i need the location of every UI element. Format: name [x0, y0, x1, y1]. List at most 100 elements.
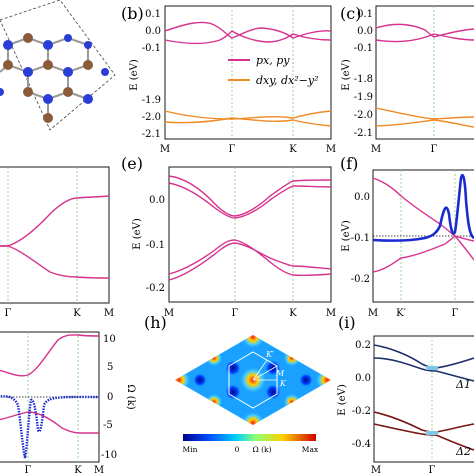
- xtick-e-M2: M: [326, 308, 336, 319]
- ytick-b-5: -2.1: [142, 129, 161, 140]
- bz-label-kprime: K′: [265, 350, 274, 359]
- series-c-d1: [375, 107, 474, 120]
- series-b-d2: [164, 117, 332, 127]
- xtick-b-M2: M: [326, 144, 336, 155]
- ytick-i-1: 0.0: [355, 373, 371, 384]
- xtick-e-G: Γ: [232, 308, 239, 319]
- ytick-c-1: 0.0: [357, 26, 373, 37]
- gap-label-2: Δ2: [455, 445, 471, 458]
- ytick-e-1: -0.1: [146, 240, 165, 251]
- ytick-e-0: 0.0: [149, 195, 165, 206]
- panel-c: (c) 0.1 0.0 -0.1 -1.8 -1.9 -2.0 -2.1 E (…: [340, 4, 474, 155]
- xtick-b-M1: M: [160, 144, 170, 155]
- berry-hotspot-left: [175, 368, 191, 392]
- series-e-1: [168, 175, 332, 217]
- colorbar-title: Ω (k): [253, 445, 272, 454]
- panel-label-e: (e): [121, 154, 143, 173]
- berry-coldspot-6: [299, 373, 313, 387]
- panel-b: (b) 0.1 0.0 -0.1 -1.9 -2.0 -2.1 E (eV) p…: [121, 4, 336, 155]
- panel-d: Γ K M: [0, 166, 114, 319]
- panel-h: (h): [144, 313, 331, 454]
- berry-coldspot-3: [225, 384, 241, 400]
- ytick-g-4: -10: [101, 450, 117, 461]
- xtick-d-G: Γ: [5, 308, 12, 319]
- berry-hotspot-lr: [283, 393, 301, 411]
- series-c-d2: [375, 119, 474, 128]
- gap-marker-2: [426, 431, 438, 435]
- ytick-b-1: 0.0: [145, 26, 161, 37]
- xtick-g-G: Γ: [25, 465, 32, 474]
- ytick-i-0: 0.2: [355, 340, 371, 351]
- legend-label-p: px, py: [256, 54, 290, 67]
- panel-label-f: (f): [340, 154, 358, 173]
- ytick-c-0: 0.1: [357, 9, 373, 20]
- ytick-g-1: 5: [107, 362, 113, 373]
- gap-marker-1: [426, 366, 438, 370]
- plot-frame-d: [0, 166, 110, 304]
- berry-hotspot-top: [241, 335, 265, 349]
- panel-label-h: (h): [144, 313, 167, 332]
- panel-f: (f) 0.0 -0.1 -0.2 E (eV) M K′ Γ: [340, 154, 474, 319]
- ytick-c-4: -1.9: [354, 92, 373, 103]
- series-i-up1: [373, 344, 474, 369]
- xtick-i-M: M: [371, 465, 381, 474]
- xtick-d-K: K: [73, 308, 81, 319]
- ytick-i-3: -0.4: [352, 439, 371, 450]
- ytick-g-3: -5: [103, 420, 113, 431]
- xtick-g-M: M: [94, 465, 104, 474]
- series-c-p2: [375, 33, 474, 43]
- series-i-up2: [373, 357, 474, 382]
- series-g-berry: [0, 395, 100, 459]
- colorbar: [183, 434, 316, 441]
- crystal-structure-panel: [0, 0, 116, 131]
- series-b-d1: [164, 110, 332, 120]
- panel-e: (e) 0.0 -0.1 -0.2 E (eV) M Γ K M: [121, 154, 336, 319]
- ytick-f-0: 0.0: [354, 192, 370, 203]
- berry-hotspot-ll: [205, 393, 223, 411]
- ytick-f-2: -0.2: [351, 274, 370, 285]
- ytick-b-2: -0.1: [142, 43, 161, 54]
- nitrogen-atoms: [0, 34, 109, 104]
- xtick-b-G: Γ: [229, 144, 236, 155]
- xtick-g-K: K: [74, 465, 82, 474]
- ytick-c-6: -2.1: [354, 128, 373, 139]
- ytick-i-2: -0.2: [352, 406, 371, 417]
- series-i-dn1: [373, 411, 474, 433]
- series-b-p1: [164, 21, 332, 39]
- xtick-e-K: K: [289, 308, 297, 319]
- ylabel-g: Ω (k): [125, 384, 136, 409]
- ytick-c-2: -0.1: [354, 43, 373, 54]
- bz-label-k: K: [279, 379, 287, 388]
- series-d-1: [0, 195, 110, 247]
- series-f-berry: [372, 173, 474, 242]
- berry-hotspot-right: [315, 368, 331, 392]
- colorbar-zero-label: 0: [235, 445, 240, 454]
- plot-frame-b: [164, 5, 332, 140]
- xtick-c-M: M: [371, 144, 381, 155]
- xtick-b-K: K: [289, 144, 297, 155]
- xtick-f-K: K′: [396, 308, 406, 319]
- series-e-4: [168, 242, 332, 281]
- ylabel-i: E (eV): [337, 384, 348, 416]
- xtick-d-M: M: [104, 308, 114, 319]
- panel-i: (i) 0.2 0.0 -0.2 -0.4 E (eV) Δ1 Δ2 M Γ: [337, 313, 474, 474]
- ylabel-c: E (eV): [341, 59, 352, 91]
- series-d-2: [0, 245, 110, 279]
- panel-label-c: (c): [340, 4, 361, 23]
- colorbar-min-label: Min: [183, 445, 198, 454]
- series-f-lower: [372, 234, 474, 273]
- ylabel-e: E (eV): [132, 218, 143, 250]
- berry-coldspot-5: [193, 373, 207, 387]
- plot-frame-e: [168, 166, 332, 303]
- berry-coldspot-1: [225, 360, 241, 376]
- series-b-p2: [164, 30, 332, 45]
- ytick-b-4: -2.0: [142, 112, 161, 123]
- panel-label-b: (b): [121, 4, 144, 23]
- berry-hotspot-ul: [205, 349, 223, 367]
- series-g-lower: [0, 411, 99, 434]
- bz-label-m: M: [275, 369, 285, 378]
- ytick-e-2: -0.2: [146, 283, 165, 294]
- berry-hotspot-bottom: [241, 411, 265, 425]
- ylabel-f: E (eV): [341, 220, 352, 252]
- xtick-f-M: M: [368, 308, 378, 319]
